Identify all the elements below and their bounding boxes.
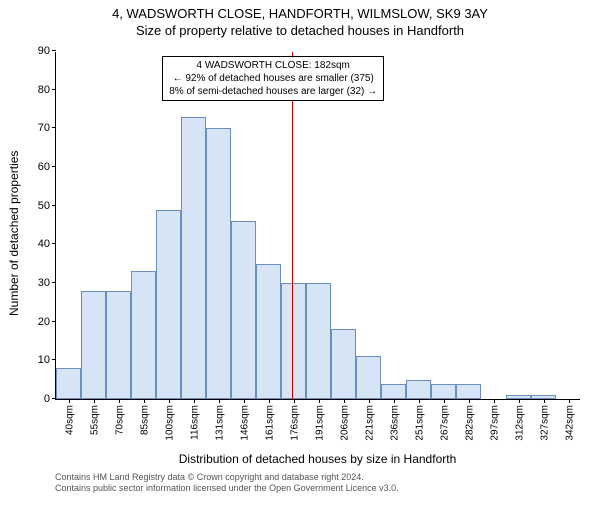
x-tick-mark [469, 399, 470, 403]
y-tick-label: 90 [38, 45, 56, 57]
x-tick-mark [419, 399, 420, 403]
x-tick-label: 146sqm [237, 405, 250, 441]
histogram-bar [81, 291, 106, 399]
y-tick-mark [52, 89, 56, 90]
y-tick-mark [52, 321, 56, 322]
histogram-bar [156, 210, 181, 399]
histogram-bar [231, 221, 256, 399]
y-tick-mark [52, 50, 56, 51]
x-tick-label: 297sqm [487, 405, 500, 441]
chart-title-main: 4, WADSWORTH CLOSE, HANDFORTH, WILMSLOW,… [0, 6, 600, 21]
x-tick-mark [294, 399, 295, 403]
histogram-bar [406, 380, 431, 399]
y-tick-mark [52, 243, 56, 244]
y-tick-label: 0 [44, 393, 56, 405]
x-tick-mark [444, 399, 445, 403]
histogram-bar [131, 271, 156, 399]
x-tick-label: 236sqm [387, 405, 400, 441]
y-tick-label: 50 [38, 200, 56, 212]
y-tick-mark [52, 359, 56, 360]
x-tick-mark [219, 399, 220, 403]
chart-container: 4, WADSWORTH CLOSE, HANDFORTH, WILMSLOW,… [0, 6, 600, 506]
x-tick-mark [519, 399, 520, 403]
x-tick-label: 85sqm [137, 405, 150, 435]
x-tick-label: 131sqm [212, 405, 225, 441]
x-tick-mark [144, 399, 145, 403]
histogram-bar [381, 384, 406, 399]
x-tick-label: 267sqm [437, 405, 450, 441]
y-axis-label: Number of detached properties [7, 151, 21, 316]
annotation-box: 4 WADSWORTH CLOSE: 182sqm← 92% of detach… [162, 56, 384, 101]
annotation-line: 8% of semi-detached houses are larger (3… [169, 85, 377, 98]
x-tick-mark [344, 399, 345, 403]
x-tick-mark [394, 399, 395, 403]
histogram-bar [256, 264, 281, 399]
histogram-bar [431, 384, 456, 399]
x-tick-label: 176sqm [287, 405, 300, 441]
x-tick-label: 70sqm [112, 405, 125, 435]
x-tick-label: 251sqm [412, 405, 425, 441]
annotation-line: ← 92% of detached houses are smaller (37… [169, 72, 377, 85]
y-tick-label: 10 [38, 354, 56, 366]
x-tick-label: 116sqm [187, 405, 200, 440]
y-tick-label: 30 [38, 277, 56, 289]
x-tick-mark [169, 399, 170, 403]
marker-line [292, 52, 293, 399]
y-tick-mark [52, 282, 56, 283]
chart-title-sub: Size of property relative to detached ho… [0, 23, 600, 38]
y-tick-mark [52, 166, 56, 167]
histogram-bar [206, 128, 231, 399]
x-tick-label: 282sqm [462, 405, 475, 441]
x-tick-mark [544, 399, 545, 403]
x-axis-label: Distribution of detached houses by size … [55, 452, 580, 466]
histogram-bar [331, 329, 356, 399]
x-tick-mark [69, 399, 70, 403]
x-tick-label: 342sqm [562, 405, 575, 441]
attribution-line2: Contains public sector information licen… [55, 483, 399, 494]
x-tick-label: 312sqm [512, 405, 525, 441]
y-tick-label: 40 [38, 238, 56, 250]
x-tick-label: 206sqm [337, 405, 350, 441]
x-tick-mark [494, 399, 495, 403]
histogram-bar [106, 291, 131, 399]
x-tick-mark [369, 399, 370, 403]
x-tick-label: 100sqm [162, 405, 175, 441]
histogram-bar [181, 117, 206, 399]
x-tick-label: 327sqm [537, 405, 550, 441]
y-tick-mark [52, 205, 56, 206]
plot-area: 010203040506070809040sqm55sqm70sqm85sqm1… [55, 52, 580, 400]
x-tick-mark [244, 399, 245, 403]
x-tick-mark [569, 399, 570, 403]
y-tick-label: 60 [38, 161, 56, 173]
x-tick-label: 161sqm [262, 405, 275, 441]
x-tick-mark [319, 399, 320, 403]
x-tick-mark [94, 399, 95, 403]
x-tick-mark [194, 399, 195, 403]
attribution-text: Contains HM Land Registry data © Crown c… [55, 472, 399, 494]
y-tick-label: 80 [38, 84, 56, 96]
histogram-bar [281, 283, 306, 399]
histogram-bar [456, 384, 481, 399]
y-tick-label: 70 [38, 122, 56, 134]
x-tick-mark [119, 399, 120, 403]
x-tick-mark [269, 399, 270, 403]
x-tick-label: 221sqm [362, 405, 375, 441]
histogram-bar [306, 283, 331, 399]
y-tick-mark [52, 127, 56, 128]
x-tick-label: 55sqm [87, 405, 100, 435]
attribution-line1: Contains HM Land Registry data © Crown c… [55, 472, 399, 483]
y-tick-label: 20 [38, 316, 56, 328]
histogram-bar [56, 368, 81, 399]
histogram-bar [356, 356, 381, 399]
annotation-line: 4 WADSWORTH CLOSE: 182sqm [169, 59, 377, 72]
x-tick-label: 40sqm [62, 405, 75, 435]
x-tick-label: 191sqm [312, 405, 325, 441]
